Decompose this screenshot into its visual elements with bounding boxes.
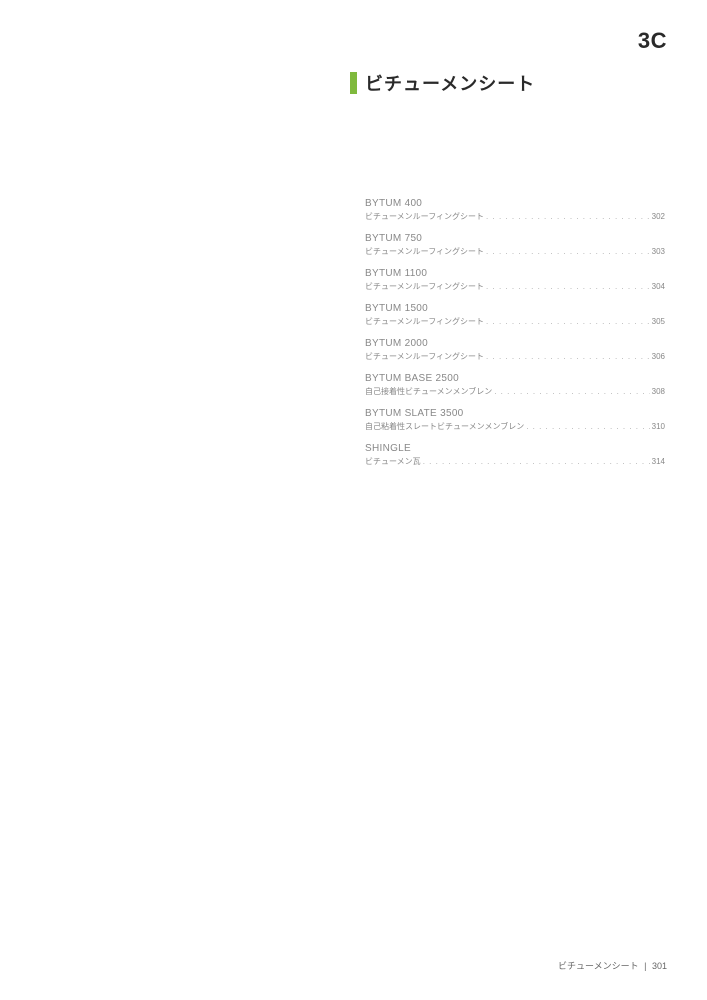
toc-entry-page: 303 [652,247,665,256]
toc-entry-line: ビチューメンルーフィングシート 304 [365,281,665,292]
toc-entry-line: 自己接着性ビチューメンメンブレン 308 [365,386,665,397]
toc-entry-title: BYTUM 400 [365,198,665,209]
toc-entry-title: SHINGLE [365,443,665,454]
toc-entry-desc: ビチューメン瓦 [365,456,421,467]
table-of-contents: BYTUM 400 ビチューメンルーフィングシート 302 BYTUM 750 … [365,198,665,478]
section-title: ビチューメンシート [350,70,535,96]
toc-entry: BYTUM 400 ビチューメンルーフィングシート 302 [365,198,665,222]
footer-category: ビチューメンシート [558,961,639,971]
section-code: 3C [638,28,667,54]
toc-dots [486,247,650,256]
toc-entry-page: 302 [652,212,665,221]
toc-entry: BYTUM 1500 ビチューメンルーフィングシート 305 [365,303,665,327]
footer-page-number: 301 [652,961,667,971]
toc-dots [486,212,650,221]
toc-entry-desc: ビチューメンルーフィングシート [365,281,484,292]
page-footer: ビチューメンシート | 301 [558,959,667,972]
toc-entry-page: 314 [652,457,665,466]
toc-entry: BYTUM 2000 ビチューメンルーフィングシート 306 [365,338,665,362]
toc-entry-page: 308 [652,387,665,396]
toc-entry-desc: ビチューメンルーフィングシート [365,351,484,362]
toc-entry: SHINGLE ビチューメン瓦 314 [365,443,665,467]
toc-entry-title: BYTUM 2000 [365,338,665,349]
toc-entry-line: ビチューメンルーフィングシート 303 [365,246,665,257]
toc-entry: BYTUM BASE 2500 自己接着性ビチューメンメンブレン 308 [365,373,665,397]
toc-entry: BYTUM 1100 ビチューメンルーフィングシート 304 [365,268,665,292]
toc-entry-line: 自己粘着性スレートビチューメンメンブレン 310 [365,421,665,432]
toc-entry-page: 305 [652,317,665,326]
toc-dots [486,282,650,291]
toc-entry-page: 306 [652,352,665,361]
toc-entry-desc: 自己粘着性スレートビチューメンメンブレン [365,421,524,432]
toc-entry-line: ビチューメンルーフィングシート 302 [365,211,665,222]
toc-entry-desc: 自己接着性ビチューメンメンブレン [365,386,492,397]
toc-entry-desc: ビチューメンルーフィングシート [365,316,484,327]
toc-entry-title: BYTUM 1100 [365,268,665,279]
toc-dots [526,422,649,431]
section-title-text: ビチューメンシート [365,70,535,96]
toc-entry-page: 304 [652,282,665,291]
toc-dots [494,387,649,396]
toc-entry-line: ビチューメン瓦 314 [365,456,665,467]
toc-entry-line: ビチューメンルーフィングシート 305 [365,316,665,327]
toc-dots [423,457,650,466]
toc-entry: BYTUM 750 ビチューメンルーフィングシート 303 [365,233,665,257]
toc-entry-line: ビチューメンルーフィングシート 306 [365,351,665,362]
accent-bar [350,72,357,94]
toc-entry-desc: ビチューメンルーフィングシート [365,211,484,222]
toc-entry-title: BYTUM BASE 2500 [365,373,665,384]
toc-dots [486,352,650,361]
toc-entry-page: 310 [652,422,665,431]
toc-entry-title: BYTUM 1500 [365,303,665,314]
toc-entry-desc: ビチューメンルーフィングシート [365,246,484,257]
footer-separator: | [644,961,646,971]
toc-entry: BYTUM SLATE 3500 自己粘着性スレートビチューメンメンブレン 31… [365,408,665,432]
toc-entry-title: BYTUM SLATE 3500 [365,408,665,419]
toc-entry-title: BYTUM 750 [365,233,665,244]
toc-dots [486,317,650,326]
